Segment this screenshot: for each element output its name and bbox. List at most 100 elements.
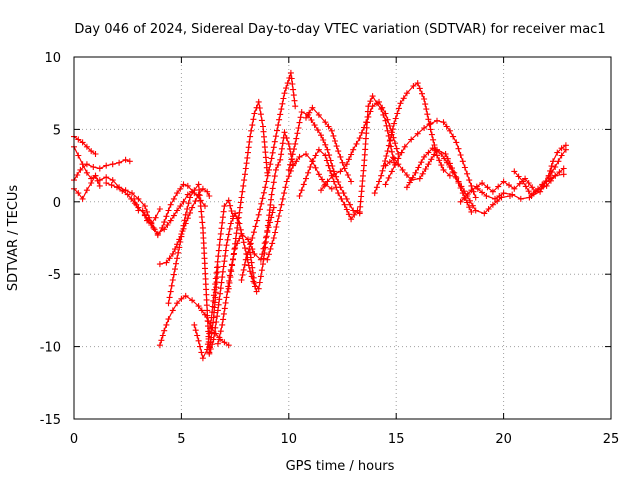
data-point — [363, 130, 370, 137]
data-point — [427, 120, 434, 127]
data-point — [233, 230, 240, 237]
data-point — [292, 103, 299, 110]
data-point — [351, 211, 358, 218]
data-point — [212, 324, 219, 331]
data-point — [232, 210, 239, 217]
data-point — [163, 213, 170, 220]
data-point — [558, 152, 565, 159]
data-point — [398, 149, 405, 156]
data-point — [141, 212, 148, 219]
data-point — [279, 140, 286, 147]
y-axis-label: SDTVAR / TECUs — [6, 185, 21, 292]
data-point — [290, 92, 297, 99]
axis-ticks — [73, 56, 612, 420]
data-point — [228, 268, 235, 275]
data-point — [207, 319, 214, 326]
data-point — [270, 144, 277, 151]
data-point — [75, 190, 82, 197]
data-point — [196, 192, 203, 199]
data-point — [298, 109, 305, 115]
data-point — [257, 206, 263, 213]
data-point — [360, 172, 366, 179]
data-point — [289, 151, 296, 158]
data-point — [281, 129, 288, 136]
data-point — [258, 200, 265, 207]
series-sat-z — [403, 145, 513, 217]
data-point — [292, 140, 299, 147]
data-point — [446, 127, 453, 134]
series-sat-ad — [539, 146, 569, 188]
data-point — [446, 172, 453, 179]
data-point — [389, 126, 396, 133]
data-point — [165, 316, 172, 323]
data-point — [450, 133, 457, 140]
data-point — [247, 240, 254, 247]
data-point — [357, 203, 364, 210]
data-point — [388, 148, 395, 155]
data-point — [466, 177, 473, 184]
data-point — [296, 119, 303, 126]
data-point — [373, 184, 380, 191]
data-point — [198, 214, 205, 220]
data-point — [489, 201, 496, 208]
data-point — [362, 146, 369, 153]
data-point — [182, 292, 189, 299]
data-point — [195, 337, 202, 344]
data-point — [434, 148, 440, 155]
data-point — [250, 269, 256, 276]
data-point — [217, 285, 224, 292]
data-point — [217, 328, 224, 335]
data-point — [203, 296, 210, 303]
data-point — [332, 138, 338, 144]
data-point — [170, 195, 177, 202]
data-point — [343, 206, 350, 213]
data-point — [399, 166, 406, 173]
data-point — [457, 152, 464, 158]
data-point — [416, 175, 423, 182]
data-point — [172, 246, 178, 253]
data-point — [545, 174, 552, 181]
data-point — [452, 173, 459, 180]
data-point — [83, 169, 90, 176]
data-point — [178, 295, 185, 302]
data-point — [264, 227, 271, 234]
data-point — [408, 136, 415, 143]
data-point — [209, 309, 216, 316]
data-point — [240, 239, 247, 246]
data-point — [255, 98, 262, 105]
data-point — [213, 270, 220, 276]
data-point — [315, 171, 322, 178]
data-point — [393, 145, 400, 152]
series-line — [217, 207, 275, 344]
data-point — [269, 185, 276, 192]
data-point — [297, 114, 304, 121]
data-point — [251, 110, 258, 117]
data-point — [364, 108, 371, 115]
data-point — [440, 166, 447, 173]
data-point — [525, 188, 532, 195]
data-point — [133, 201, 140, 208]
data-point — [303, 175, 309, 182]
data-point — [212, 281, 219, 288]
data-point — [164, 222, 171, 228]
data-point — [280, 95, 287, 102]
data-point — [400, 95, 407, 102]
data-point — [318, 187, 324, 194]
data-point — [235, 219, 241, 226]
series-sat-t — [303, 104, 355, 185]
data-point — [430, 136, 437, 143]
data-point — [416, 85, 423, 92]
data-point — [262, 238, 269, 245]
data-point — [223, 242, 230, 249]
data-point — [364, 114, 371, 120]
data-point — [281, 190, 288, 197]
series-sat-e — [96, 174, 208, 239]
data-point — [391, 155, 398, 162]
data-point — [290, 86, 297, 93]
data-point — [552, 164, 559, 170]
data-point — [224, 288, 231, 295]
data-point — [276, 116, 283, 123]
data-point — [525, 180, 532, 186]
data-point — [383, 122, 390, 129]
